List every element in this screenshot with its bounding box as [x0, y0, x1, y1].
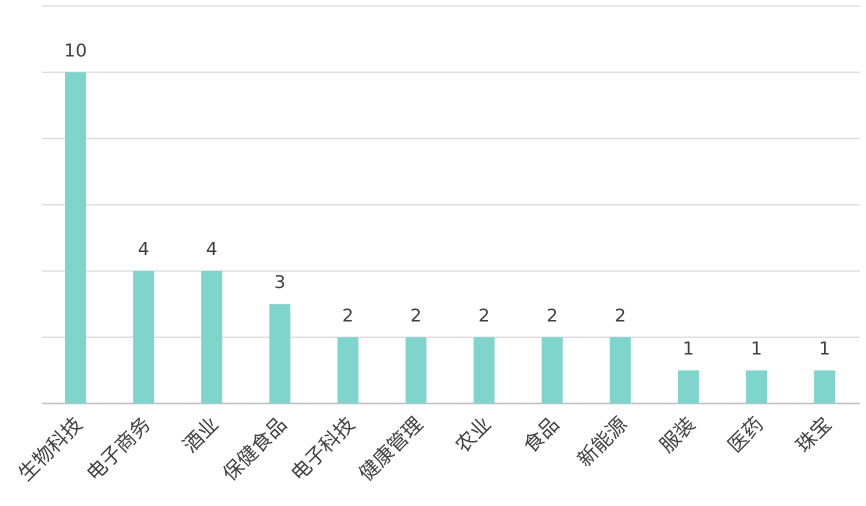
category-label: 农业 [450, 412, 495, 457]
bar [133, 271, 155, 404]
bar [746, 370, 767, 404]
data-label: 1 [751, 338, 762, 359]
category-label: 新能源 [572, 412, 631, 471]
bar [65, 72, 86, 404]
category-label: 保健食品 [218, 412, 292, 486]
bar [201, 271, 223, 404]
bar [677, 370, 699, 404]
category-label: 电子科技 [286, 412, 360, 486]
category-label: 生物科技 [13, 412, 87, 486]
bar [405, 337, 427, 404]
data-label: 2 [342, 305, 353, 326]
data-label: 4 [138, 239, 149, 260]
bar [337, 337, 359, 404]
data-label: 3 [274, 272, 285, 293]
data-label: 10 [64, 40, 87, 61]
category-label: 食品 [518, 412, 563, 457]
category-label: 医药 [723, 412, 768, 457]
data-label: 2 [478, 305, 489, 326]
data-label: 1 [683, 338, 694, 359]
data-label: 2 [615, 305, 626, 326]
bars [65, 72, 836, 404]
data-label: 1 [819, 338, 830, 359]
bar [814, 370, 836, 404]
gridlines [42, 5, 860, 405]
bar [269, 304, 291, 404]
category-label: 酒业 [178, 412, 223, 457]
bar [541, 337, 563, 404]
data-label: 4 [206, 239, 217, 260]
category-label: 珠宝 [791, 412, 836, 457]
bar [473, 337, 495, 404]
bar [609, 337, 631, 404]
data-label: 2 [546, 305, 557, 326]
data-label: 2 [410, 305, 421, 326]
category-label: 电子商务 [82, 412, 156, 486]
category-label: 健康管理 [354, 412, 428, 486]
data-labels: 10 4 4 3 2 2 2 2 2 1 1 1 [64, 40, 830, 359]
category-label: 服装 [655, 412, 700, 457]
